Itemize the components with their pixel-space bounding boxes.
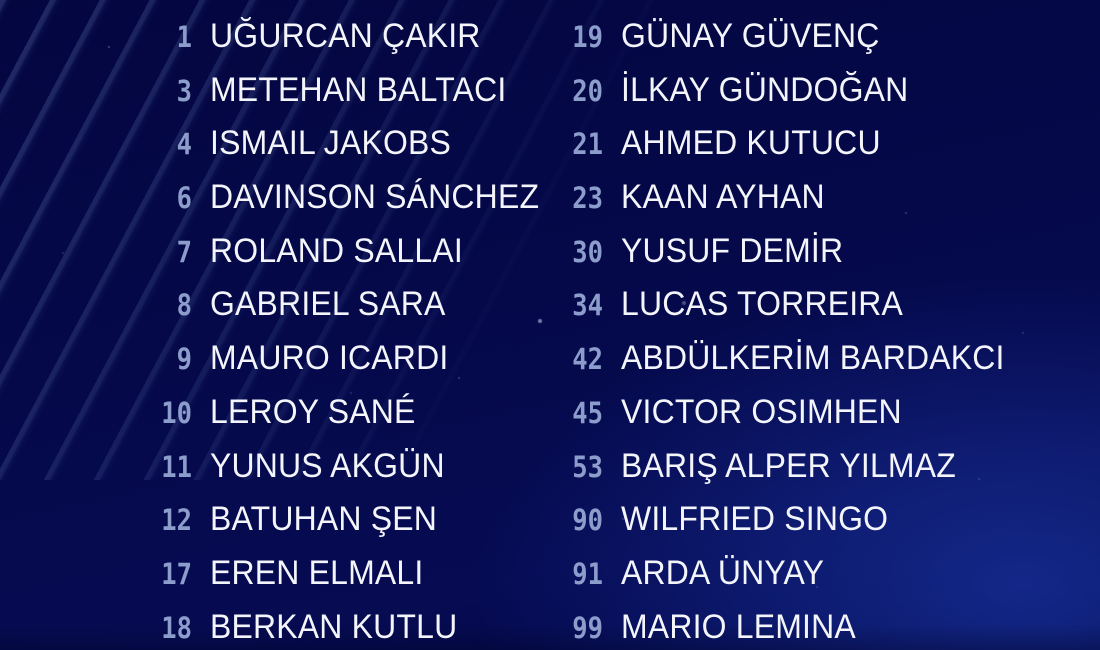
player-name: AHMED KUTUCU <box>621 124 881 163</box>
player-row: 91 ARDA ÜNYAY <box>541 554 1029 608</box>
player-number: 12 <box>161 503 192 538</box>
player-number: 17 <box>161 556 192 591</box>
player-number: 20 <box>572 73 603 108</box>
player-row: 90 WILFRIED SINGO <box>541 500 1029 554</box>
player-row: 11 YUNUS AKGÜN <box>130 447 560 501</box>
squad-column-left: 1 UĞURCAN ÇAKIR 3 METEHAN BALTACI 4 ISMA… <box>130 17 560 650</box>
player-name: GABRIEL SARA <box>210 285 446 324</box>
player-number: 19 <box>572 20 603 54</box>
player-name: KAAN AYHAN <box>621 178 825 217</box>
player-name: LEROY SANÉ <box>210 392 416 431</box>
player-row: 10 LEROY SANÉ <box>130 393 560 447</box>
player-row: 45 VICTOR OSIMHEN <box>541 393 1029 447</box>
player-number: 8 <box>176 288 192 323</box>
player-name: LUCAS TORREIRA <box>621 285 904 324</box>
player-row: 53 BARIŞ ALPER YILMAZ <box>541 447 1029 501</box>
player-name: YUSUF DEMİR <box>621 231 844 270</box>
player-name: EREN ELMALI <box>210 553 424 592</box>
player-number: 1 <box>176 20 192 54</box>
player-number: 90 <box>572 503 603 538</box>
player-number: 9 <box>176 342 192 377</box>
player-number: 4 <box>176 127 192 162</box>
star-speckles-decoration <box>0 0 2 2</box>
player-row: 4 ISMAIL JAKOBS <box>130 124 560 178</box>
player-name: MARIO LEMINA <box>621 607 856 646</box>
player-row: 18 BERKAN KUTLU <box>130 608 560 650</box>
player-number: 7 <box>176 234 192 269</box>
player-name: ARDA ÜNYAY <box>621 553 825 592</box>
player-number: 18 <box>161 610 192 645</box>
player-number: 10 <box>161 395 192 430</box>
player-number: 34 <box>572 288 603 323</box>
player-row: 12 BATUHAN ŞEN <box>130 500 560 554</box>
player-name: WILFRIED SINGO <box>621 500 889 539</box>
player-row: 17 EREN ELMALI <box>130 554 560 608</box>
player-row: 8 GABRIEL SARA <box>130 285 560 339</box>
player-name: GÜNAY GÜVENÇ <box>621 17 880 55</box>
player-row: 9 MAURO ICARDI <box>130 339 560 393</box>
player-number: 23 <box>572 181 603 216</box>
bottom-shade-decoration <box>0 624 1100 650</box>
squad-column-right: 19 GÜNAY GÜVENÇ 20 İLKAY GÜNDOĞAN 21 AHM… <box>541 17 1029 650</box>
player-name: BARIŞ ALPER YILMAZ <box>621 446 956 485</box>
player-number: 91 <box>572 556 603 591</box>
player-number: 42 <box>572 342 603 377</box>
player-name: BERKAN KUTLU <box>210 607 458 646</box>
player-name: YUNUS AKGÜN <box>210 446 445 485</box>
player-row: 6 DAVINSON SÁNCHEZ <box>130 178 560 232</box>
player-number: 11 <box>161 449 192 484</box>
player-number: 6 <box>176 181 192 216</box>
player-row: 42 ABDÜLKERİM BARDAKCI <box>541 339 1029 393</box>
player-name: BATUHAN ŞEN <box>210 500 438 539</box>
player-name: ISMAIL JAKOBS <box>210 124 452 163</box>
player-row: 30 YUSUF DEMİR <box>541 232 1029 286</box>
player-row: 99 MARIO LEMINA <box>541 608 1029 650</box>
player-row: 19 GÜNAY GÜVENÇ <box>541 17 1029 71</box>
player-row: 7 ROLAND SALLAI <box>130 232 560 286</box>
player-name: İLKAY GÜNDOĞAN <box>621 70 909 109</box>
player-number: 53 <box>572 449 603 484</box>
player-number: 30 <box>572 234 603 269</box>
player-name: MAURO ICARDI <box>210 339 449 378</box>
player-number: 3 <box>176 73 192 108</box>
player-name: VICTOR OSIMHEN <box>621 392 902 431</box>
player-row: 3 METEHAN BALTACI <box>130 71 560 125</box>
player-name: ABDÜLKERİM BARDAKCI <box>621 339 1005 378</box>
diagonal-stripes-decoration <box>0 0 660 480</box>
player-name: DAVINSON SÁNCHEZ <box>210 178 540 217</box>
player-row: 23 KAAN AYHAN <box>541 178 1029 232</box>
player-number: 99 <box>572 610 603 645</box>
player-row: 1 UĞURCAN ÇAKIR <box>130 17 560 71</box>
player-row: 20 İLKAY GÜNDOĞAN <box>541 71 1029 125</box>
player-row: 21 AHMED KUTUCU <box>541 124 1029 178</box>
player-number: 45 <box>572 395 603 430</box>
player-row: 34 LUCAS TORREIRA <box>541 285 1029 339</box>
player-name: METEHAN BALTACI <box>210 70 507 109</box>
player-name: UĞURCAN ÇAKIR <box>210 17 481 55</box>
player-number: 21 <box>572 127 603 162</box>
player-name: ROLAND SALLAI <box>210 231 463 270</box>
